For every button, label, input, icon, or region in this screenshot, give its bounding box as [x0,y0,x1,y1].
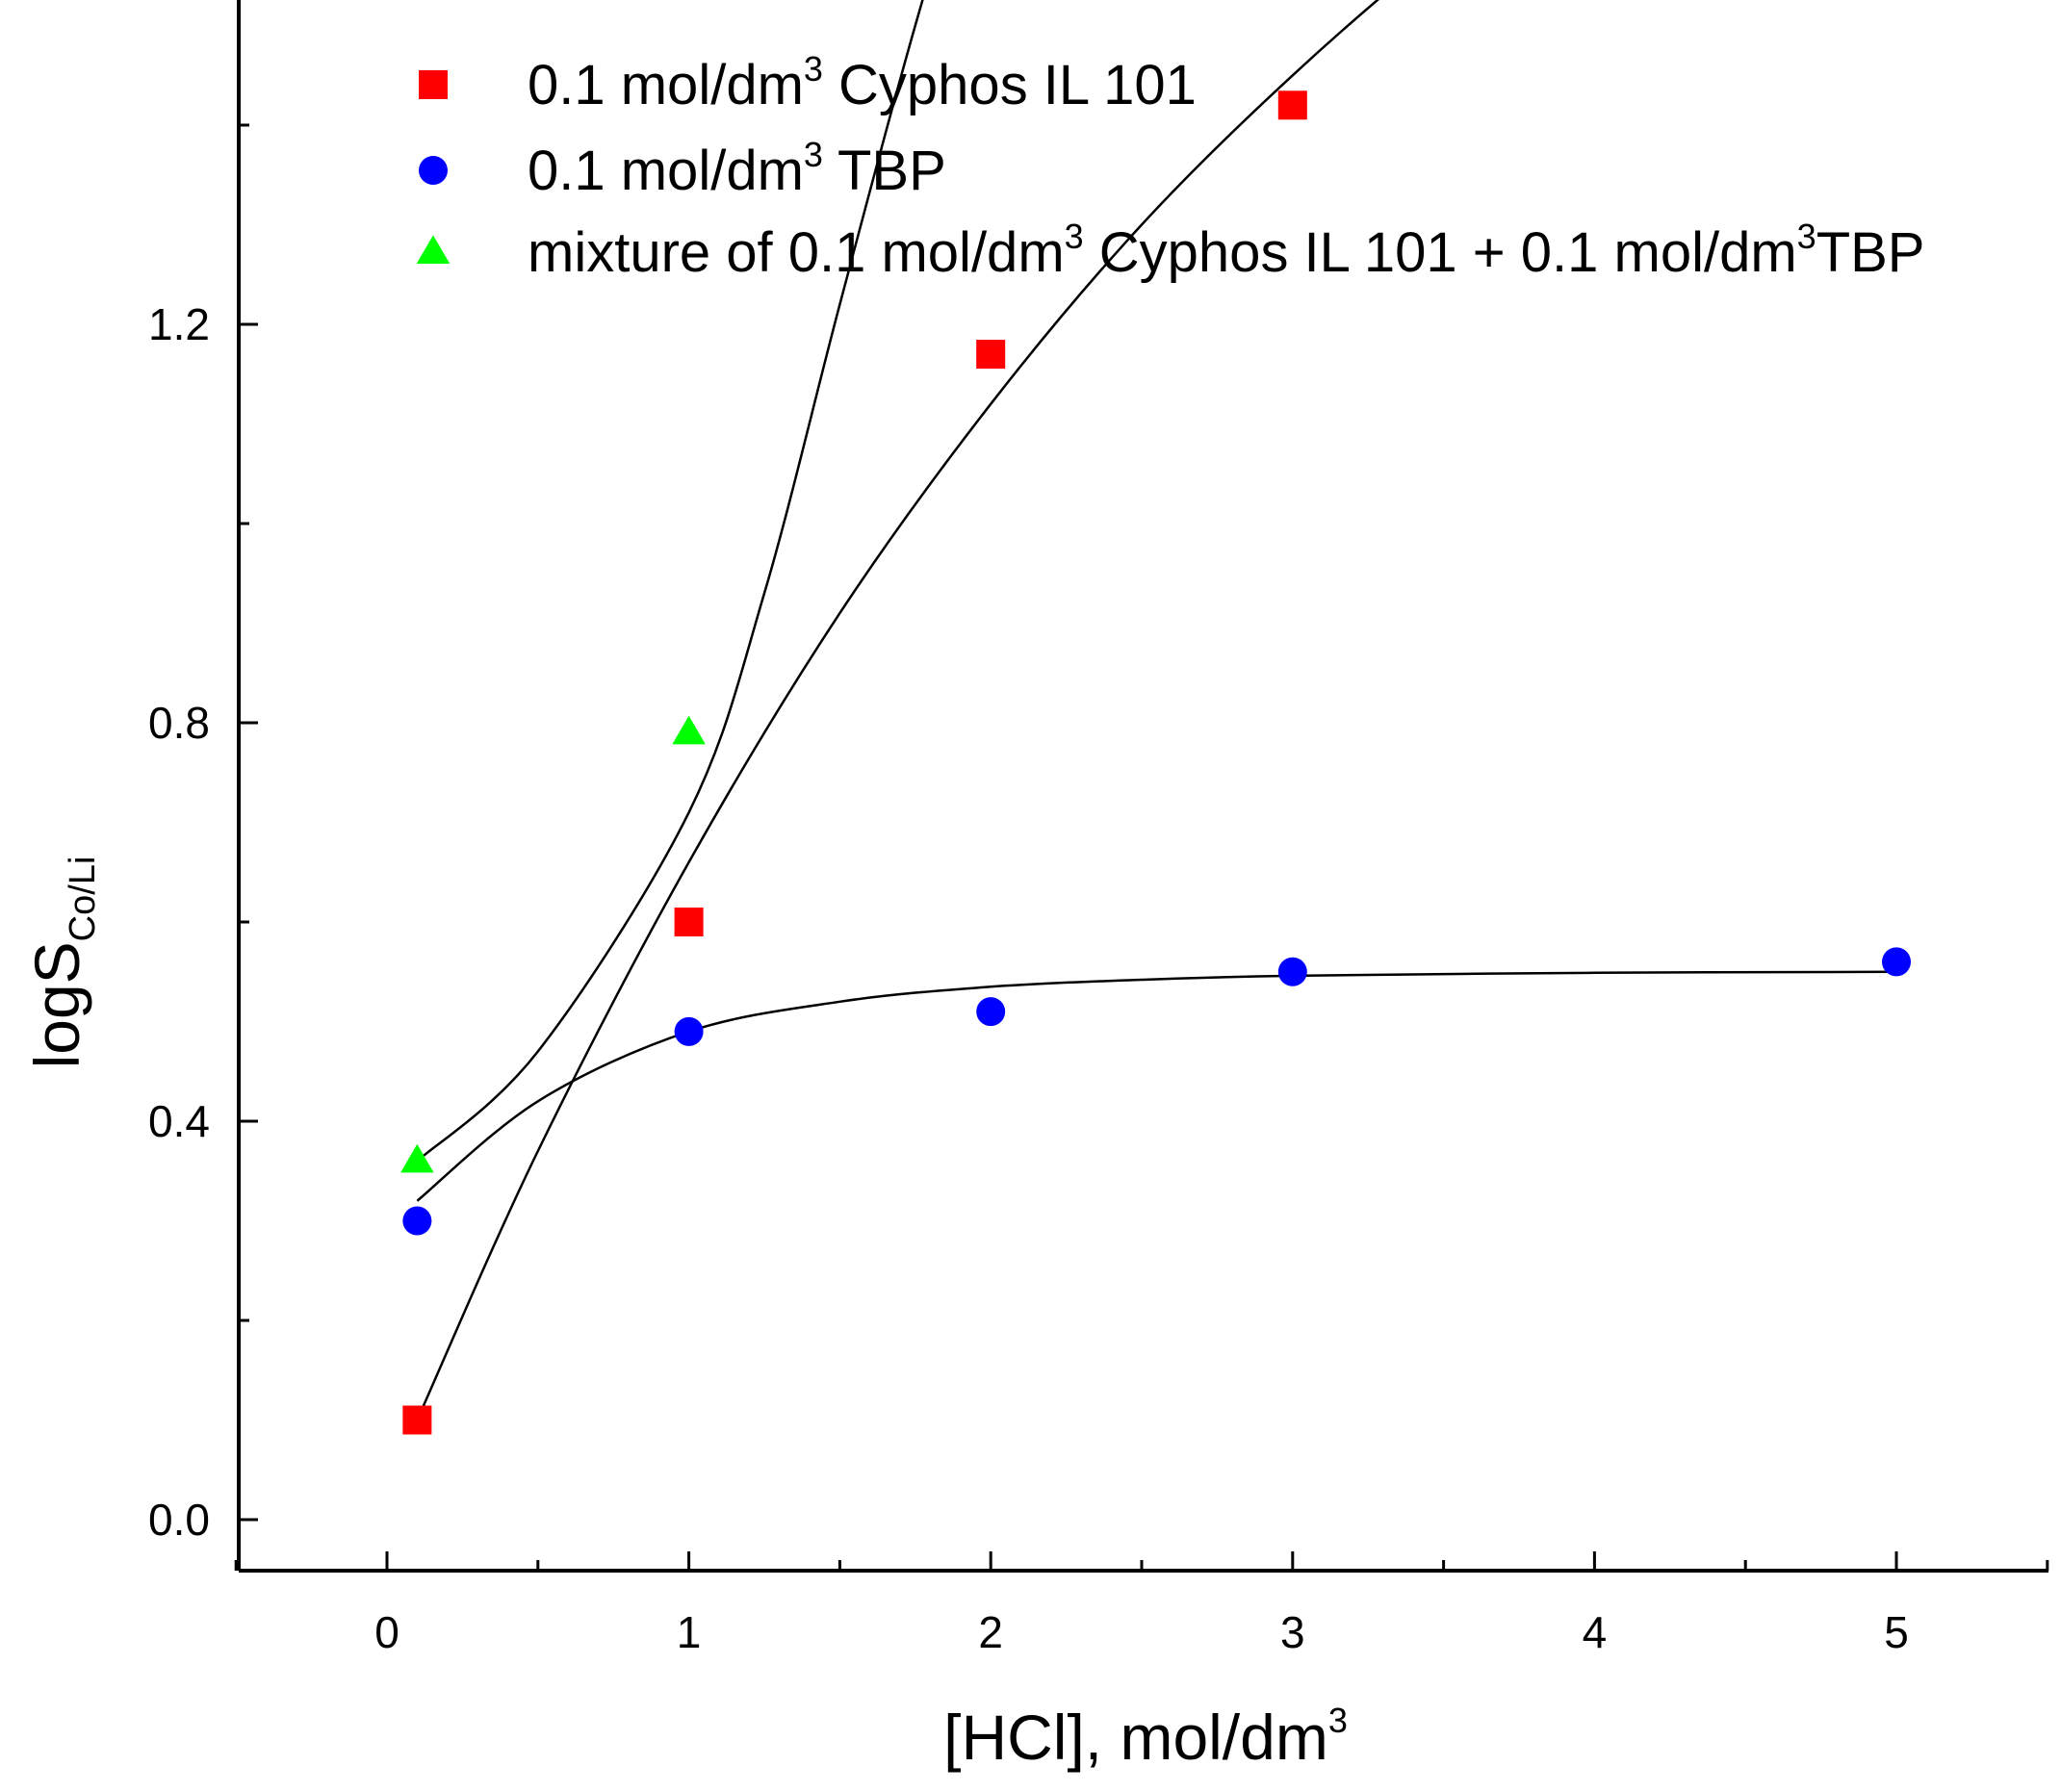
y-tick-label: 1.2 [148,299,210,349]
point-square [402,1405,432,1435]
y-tick-label: 0.0 [148,1495,210,1545]
x-tick-label: 4 [1583,1607,1608,1657]
fit-curve-circle [416,970,1897,1202]
fit-curve-triangle [416,0,924,1163]
axes: 0.00.40.81.21.62.02.4012345 [148,0,2049,1657]
data-points [400,90,1911,1435]
legend-marker-circle [419,156,448,185]
legend-label: 0.1 mol/dm3 Cyphos IL 101 [528,49,1197,116]
x-axis-title: [HCl], mol/dm3 [943,1701,1348,1773]
x-tick-label: 1 [677,1607,702,1657]
legend-label: 0.1 mol/dm3 TBP [528,135,946,202]
legend-marker-square [419,70,448,99]
legend-item: mixture of 0.1 mol/dm3 Cyphos IL 101 + 0… [416,217,1925,284]
point-square [976,340,1006,370]
point-circle [1882,947,1911,977]
legend-label: mixture of 0.1 mol/dm3 Cyphos IL 101 + 0… [528,217,1925,284]
x-tick-label: 3 [1280,1607,1305,1657]
y-axis-title: logSCo/Li [21,857,103,1069]
point-triangle [400,1143,434,1173]
x-tick-label: 5 [1884,1607,1909,1657]
x-tick-label: 2 [978,1607,1003,1657]
legend: 0.1 mol/dm3 Cyphos IL 101 0.1 mol/dm3 TBP… [416,49,1925,284]
point-square [1277,90,1307,120]
y-tick-label: 0.4 [148,1096,210,1146]
legend-item: 0.1 mol/dm3 Cyphos IL 101 [419,49,1197,116]
point-circle [1277,957,1307,986]
legend-marker-triangle [416,235,451,264]
point-circle [402,1206,432,1236]
point-circle [674,1016,704,1046]
axis-titles: [HCl], mol/dm3 logSCo/Li [21,857,1348,1773]
x-tick-label: 0 [374,1607,399,1657]
y-tick-label: 0.8 [148,698,210,748]
point-circle [976,997,1006,1027]
fit-curve-square [416,0,1379,1421]
point-square [674,908,704,936]
fit-curves [416,0,1897,1421]
legend-item: 0.1 mol/dm3 TBP [419,135,946,202]
point-triangle [672,715,706,745]
